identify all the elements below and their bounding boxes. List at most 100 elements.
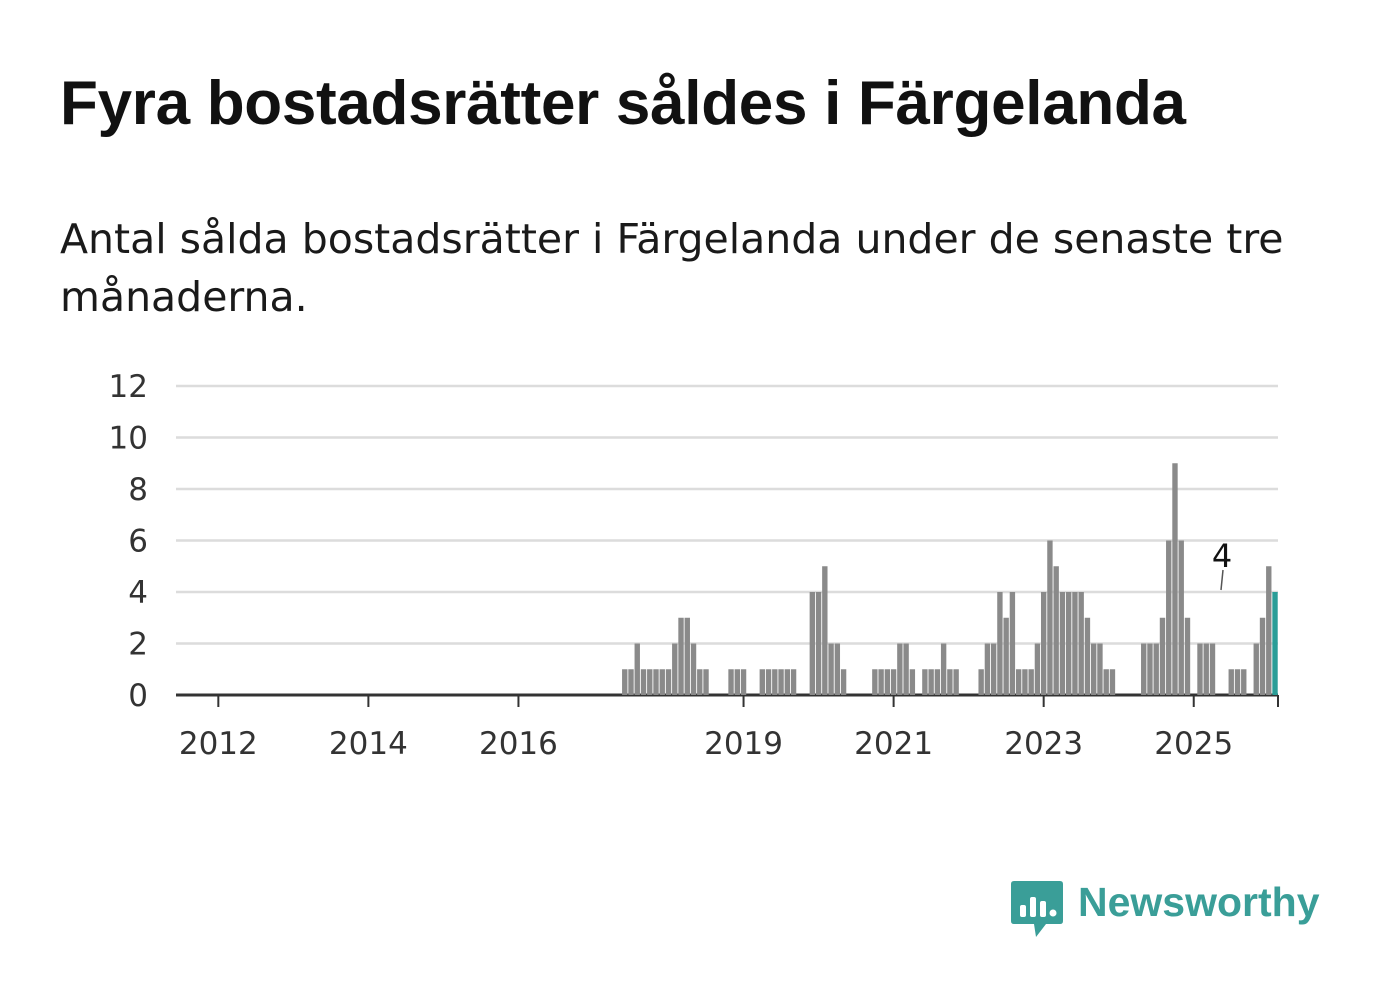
bar — [1147, 643, 1153, 695]
bar — [628, 669, 634, 695]
bar — [815, 592, 822, 695]
bar — [703, 669, 709, 695]
bar — [1022, 669, 1028, 695]
bar — [1103, 669, 1109, 695]
y-tick-label: 6 — [128, 524, 148, 560]
bar — [1109, 669, 1116, 695]
bar — [634, 643, 640, 695]
bar — [759, 669, 765, 695]
bar — [1047, 540, 1053, 695]
bar — [647, 669, 653, 695]
y-axis-ticks: 0 2 4 6 8 10 12 — [109, 369, 148, 714]
brand-name: Newsworthy — [1078, 878, 1320, 925]
bar — [1034, 643, 1041, 695]
newsworthy-logo-icon — [1011, 881, 1063, 937]
bar — [890, 669, 897, 695]
bar — [822, 566, 828, 695]
bar — [734, 669, 740, 695]
bar — [1078, 592, 1084, 695]
bar — [1272, 592, 1278, 695]
annotation-value-label: 4 — [1212, 537, 1232, 575]
bar — [1097, 643, 1103, 695]
bar — [1003, 617, 1009, 695]
x-tick-label: 2025 — [1154, 726, 1233, 762]
bar — [1141, 643, 1147, 695]
bar — [1053, 566, 1059, 695]
bar — [834, 643, 841, 695]
bar — [940, 643, 947, 695]
bar — [1059, 592, 1066, 695]
bar — [1234, 669, 1241, 695]
bar — [828, 643, 834, 695]
bar — [1166, 540, 1172, 695]
chart-title: Fyra bostadsrätter såldes i Färgelanda — [60, 69, 1186, 138]
chart-subtitle: Antal sålda bostadsrätter i Färgelanda u… — [60, 215, 1284, 321]
annotations: 4 — [1212, 537, 1232, 591]
bar — [1184, 617, 1191, 695]
bars — [622, 463, 1278, 695]
bar — [1072, 592, 1078, 695]
bar — [672, 643, 678, 695]
bar — [997, 592, 1003, 695]
x-tick-label: 2012 — [179, 726, 258, 762]
bar — [778, 669, 784, 695]
y-tick-label: 4 — [128, 575, 148, 611]
bar — [1172, 463, 1178, 695]
y-tick-label: 10 — [109, 421, 148, 457]
bar — [953, 669, 959, 695]
bar — [922, 669, 928, 695]
bar — [690, 643, 697, 695]
y-tick-label: 12 — [109, 369, 148, 405]
x-tick-label: 2016 — [479, 726, 558, 762]
bar — [1228, 669, 1234, 695]
bar — [665, 669, 672, 695]
bar-chart: 0 2 4 6 8 10 12 2012 2014 2016 2019 2021 2023 2025 4 — [109, 369, 1279, 762]
bar — [1009, 592, 1016, 695]
gridlines — [176, 384, 1278, 697]
bar — [1266, 566, 1272, 695]
x-axis-ticks: 2012 2014 2016 2019 2021 2023 2025 — [179, 695, 1279, 762]
bar — [678, 617, 684, 695]
bar — [897, 643, 903, 695]
bar — [1084, 617, 1091, 695]
bar — [1091, 643, 1097, 695]
bar — [740, 669, 747, 695]
x-tick-label: 2019 — [704, 726, 783, 762]
bar — [1209, 643, 1216, 695]
bar — [1259, 617, 1266, 695]
bar — [840, 669, 847, 695]
bar — [1153, 643, 1159, 695]
bar — [790, 669, 797, 695]
bar — [884, 669, 891, 695]
bar — [765, 669, 772, 695]
bar — [947, 669, 953, 695]
bar — [784, 669, 791, 695]
bar — [653, 669, 659, 695]
bar — [878, 669, 884, 695]
brand-logo[interactable]: Newsworthy — [1010, 878, 1320, 942]
x-tick-label: 2021 — [854, 726, 933, 762]
bar — [622, 669, 628, 695]
bar — [990, 643, 997, 695]
bar — [697, 669, 703, 695]
annotation-leader — [1220, 569, 1224, 591]
bar — [728, 669, 734, 695]
bar — [1028, 669, 1034, 695]
bar — [1040, 592, 1047, 695]
y-tick-label: 8 — [128, 472, 148, 508]
bar — [1203, 643, 1209, 695]
bar — [903, 643, 909, 695]
bar — [1015, 669, 1022, 695]
bar — [909, 669, 916, 695]
bar — [809, 592, 816, 695]
bar — [984, 643, 991, 695]
bar — [772, 669, 778, 695]
bar — [872, 669, 878, 695]
bar — [928, 669, 934, 695]
x-tick-label: 2014 — [329, 726, 408, 762]
bar — [659, 669, 665, 695]
bar — [1253, 643, 1259, 695]
bar — [640, 669, 647, 695]
y-tick-label: 2 — [128, 627, 148, 663]
bar — [1066, 592, 1072, 695]
